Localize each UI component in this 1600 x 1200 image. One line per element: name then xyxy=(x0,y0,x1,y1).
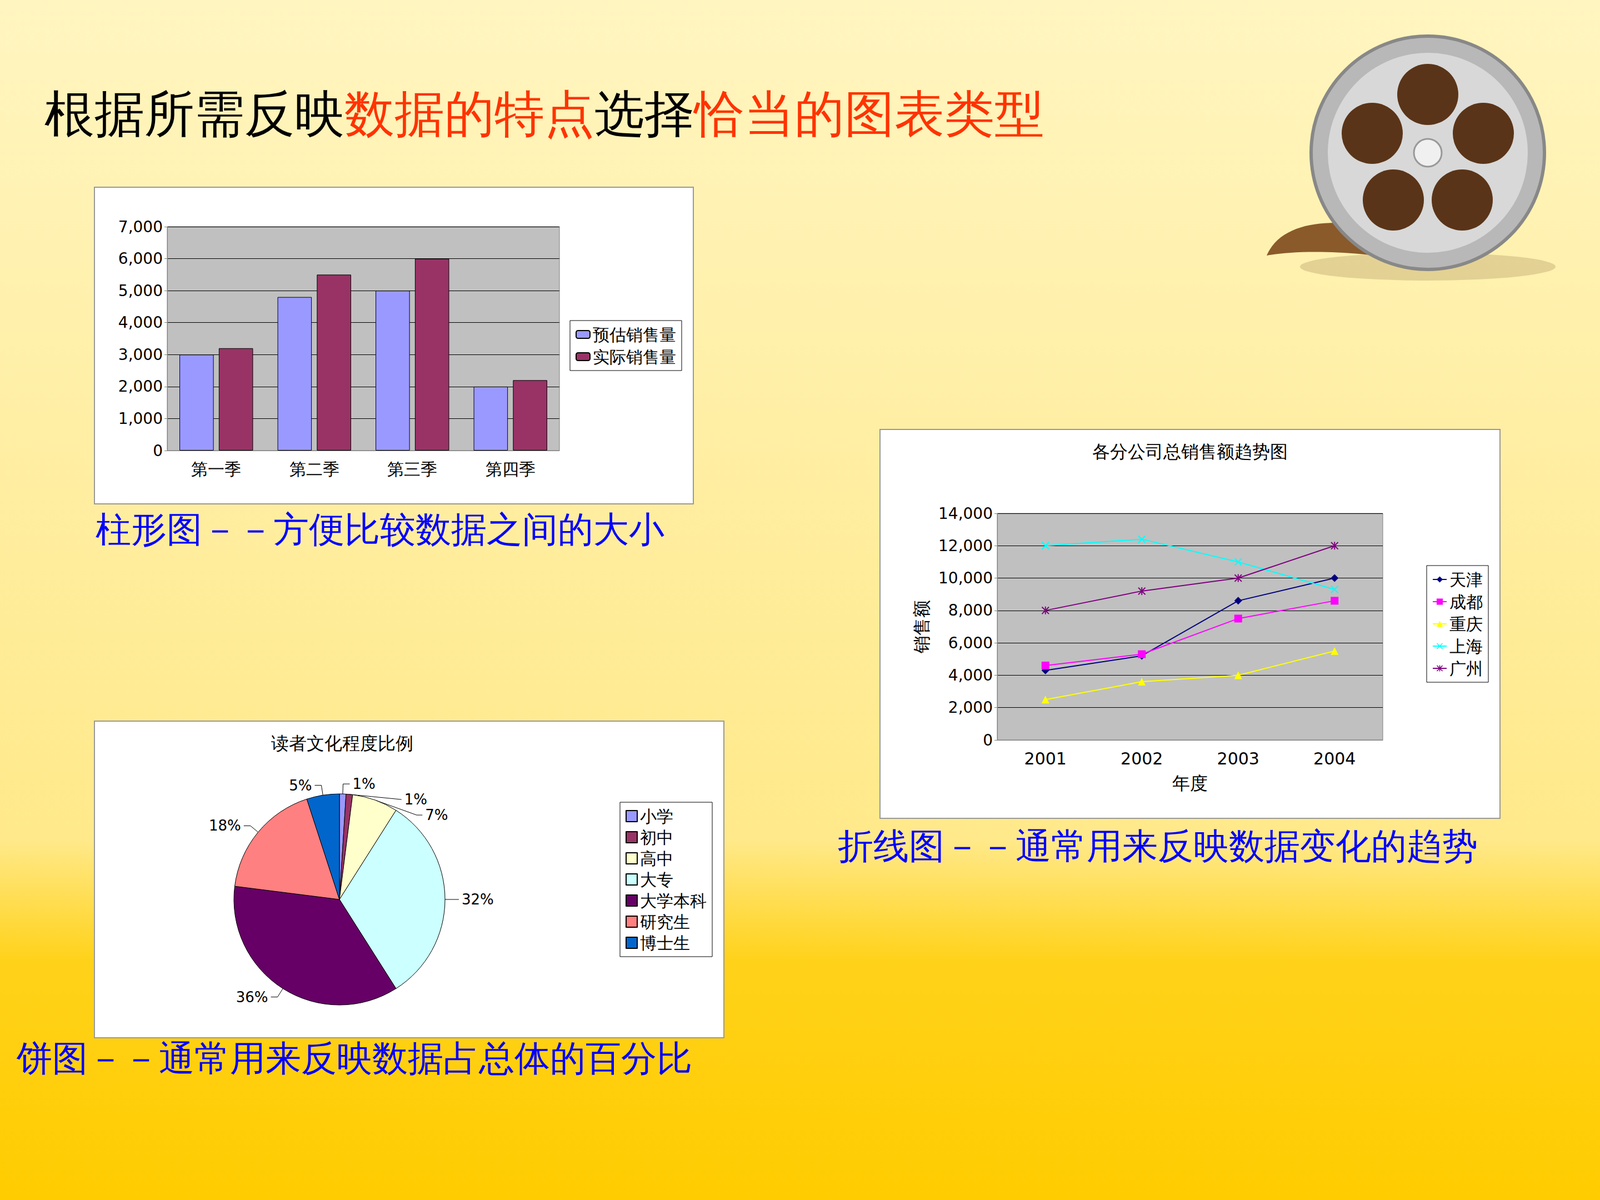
svg-text:重庆: 重庆 xyxy=(1449,614,1483,634)
svg-text:上海: 上海 xyxy=(1449,636,1483,657)
svg-text:博士生: 博士生 xyxy=(640,933,690,953)
svg-text:36%: 36% xyxy=(236,988,269,1006)
svg-text:14,000: 14,000 xyxy=(938,504,993,523)
svg-text:第三季: 第三季 xyxy=(387,459,438,479)
svg-text:2004: 2004 xyxy=(1313,748,1356,769)
svg-text:1%: 1% xyxy=(352,775,376,793)
svg-text:5,000: 5,000 xyxy=(118,281,163,300)
svg-text:第四季: 第四季 xyxy=(485,459,536,479)
svg-text:小学: 小学 xyxy=(640,806,674,827)
html-text:柱形图－－方便比较数据之间的大小: 柱形图－－方便比较数据之间的大小 xyxy=(95,508,665,550)
svg-text:7,000: 7,000 xyxy=(118,217,163,237)
svg-text:初中: 初中 xyxy=(640,827,674,848)
svg-text:7%: 7% xyxy=(425,806,448,824)
svg-text:32%: 32% xyxy=(461,891,494,908)
svg-text:广州: 广州 xyxy=(1449,658,1483,679)
svg-text:1%: 1% xyxy=(404,791,428,808)
svg-text:0: 0 xyxy=(982,731,993,750)
svg-text:预估销售量: 预估销售量 xyxy=(592,325,677,345)
svg-text:2002: 2002 xyxy=(1120,748,1163,769)
svg-text:天津: 天津 xyxy=(1449,570,1483,590)
svg-text:10,000: 10,000 xyxy=(938,568,993,588)
svg-text:年度: 年度 xyxy=(1172,772,1208,794)
svg-text:3,000: 3,000 xyxy=(118,345,163,364)
svg-text:2,000: 2,000 xyxy=(948,698,993,717)
svg-text:各分公司总销售额趋势图: 各分公司总销售额趋势图 xyxy=(1092,441,1288,463)
svg-text:研究生: 研究生 xyxy=(640,912,690,932)
html-text:折线图－－通常用来反映数据变化的趋势: 折线图－－通常用来反映数据变化的趋势 xyxy=(837,825,1478,867)
svg-text:成都: 成都 xyxy=(1449,592,1483,612)
svg-text:第二季: 第二季 xyxy=(289,459,340,479)
svg-text:6,000: 6,000 xyxy=(118,249,163,268)
svg-text:2003: 2003 xyxy=(1217,748,1260,769)
svg-text:2,000: 2,000 xyxy=(118,377,163,396)
svg-text:12,000: 12,000 xyxy=(938,536,993,555)
svg-text:8,000: 8,000 xyxy=(948,601,993,620)
svg-text:18%: 18% xyxy=(208,817,242,834)
html-text:根据所需反映数据的特点选择恰当的图表类型: 根据所需反映数据的特点选择恰当的图表类型 xyxy=(44,84,1045,143)
svg-text:0: 0 xyxy=(152,441,163,460)
svg-text:读者文化程度比例: 读者文化程度比例 xyxy=(271,732,414,754)
html-text:饼图－－通常用来反映数据占总体的百分比: 饼图－－通常用来反映数据占总体的百分比 xyxy=(16,1037,693,1079)
svg-text:6,000: 6,000 xyxy=(948,633,993,653)
svg-text:4,000: 4,000 xyxy=(948,666,993,685)
svg-text:实际销售量: 实际销售量 xyxy=(592,347,677,367)
svg-text:大学本科: 大学本科 xyxy=(640,891,707,911)
svg-text:4,000: 4,000 xyxy=(118,313,163,332)
svg-text:销售额: 销售额 xyxy=(911,600,933,654)
svg-text:2001: 2001 xyxy=(1024,748,1067,769)
svg-text:高中: 高中 xyxy=(640,848,674,869)
svg-text:1,000: 1,000 xyxy=(118,409,163,428)
svg-text:第一季: 第一季 xyxy=(191,459,242,479)
svg-text:大专: 大专 xyxy=(640,870,674,890)
svg-text:5%: 5% xyxy=(288,777,312,794)
